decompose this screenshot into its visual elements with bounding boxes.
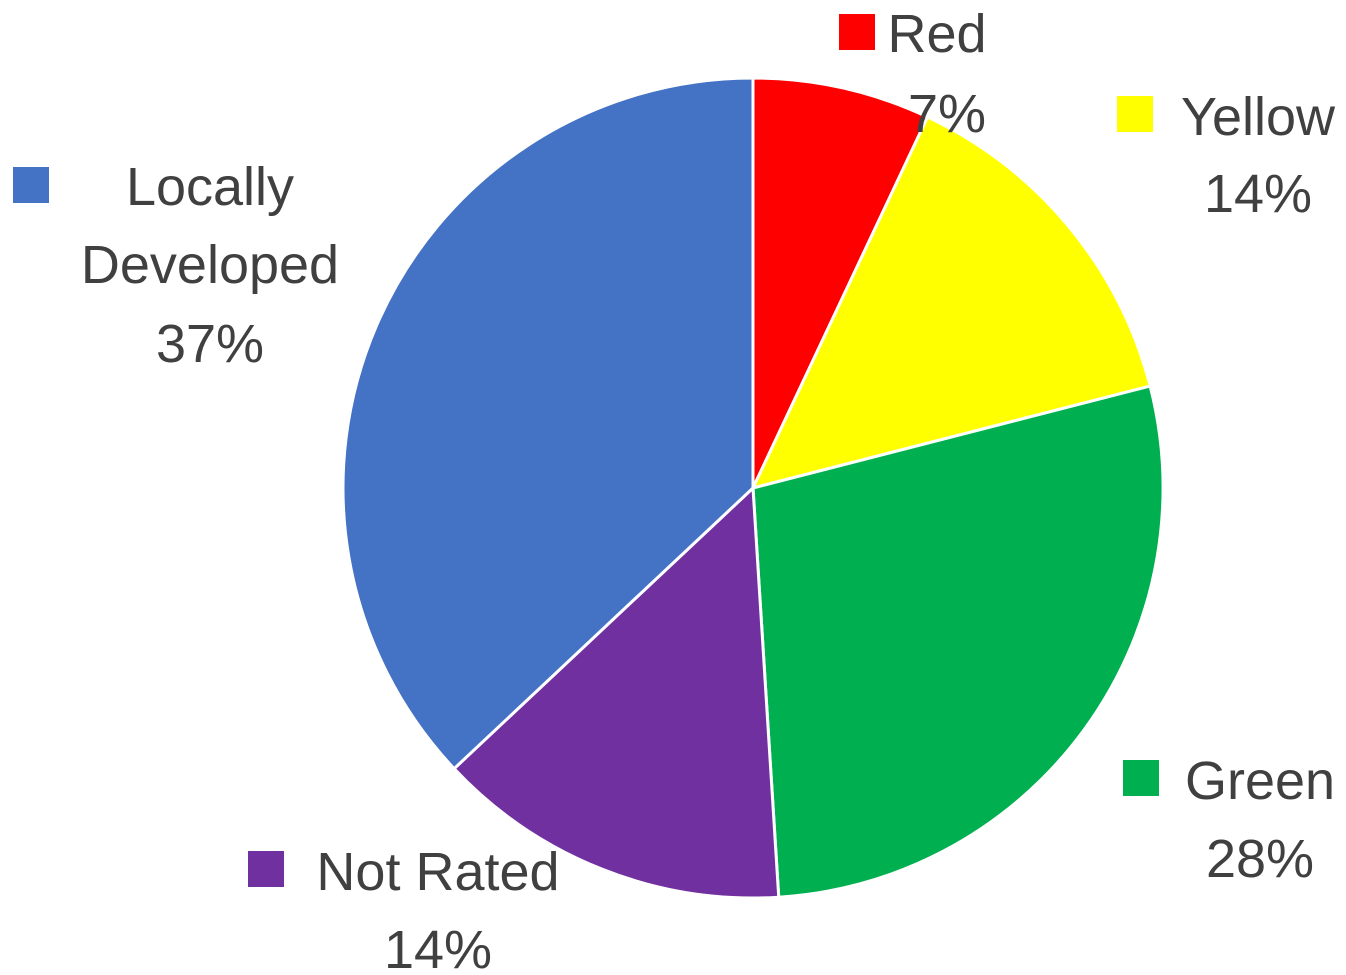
slice-name-label: Yellow — [1181, 87, 1336, 147]
pie-slice-yellow — [750, 115, 1152, 491]
slice-percent-label: 14% — [1204, 164, 1312, 224]
slice-name-label: Developed — [81, 235, 339, 295]
pie-slices — [341, 76, 1165, 900]
pie-slice-red — [751, 76, 930, 489]
legend-swatch — [1123, 760, 1159, 796]
data-label-not-rated: Not Rated 14% — [248, 842, 560, 975]
slice-name-label: Locally — [126, 157, 294, 217]
pie-slice-not-rated — [451, 484, 781, 900]
legend-swatch — [1117, 96, 1153, 132]
pie-slice-green — [751, 384, 1165, 899]
data-label-green: Green 28% — [1123, 751, 1335, 889]
slice-name-label: Not Rated — [316, 842, 559, 902]
pie-slice-locally-developed — [341, 76, 755, 771]
slice-percent-label: 14% — [384, 920, 492, 975]
legend-swatch — [248, 851, 284, 887]
legend-swatch — [839, 14, 875, 50]
slice-name-label: Green — [1185, 751, 1335, 811]
data-label-red: Red 7% — [839, 4, 987, 144]
slice-percent-label: 37% — [156, 314, 264, 374]
data-label-locally-developed: Locally Developed 37% — [13, 157, 339, 374]
slice-percent-label: 7% — [908, 84, 986, 144]
pie-labels: Red 7% Yellow 14% Green 28% Not Rated 14% Locall… — [13, 4, 1336, 975]
slice-name-label: Red — [887, 4, 986, 64]
slice-percent-label: 28% — [1206, 829, 1314, 889]
data-label-yellow: Yellow 14% — [1117, 87, 1336, 224]
legend-swatch — [13, 167, 49, 203]
